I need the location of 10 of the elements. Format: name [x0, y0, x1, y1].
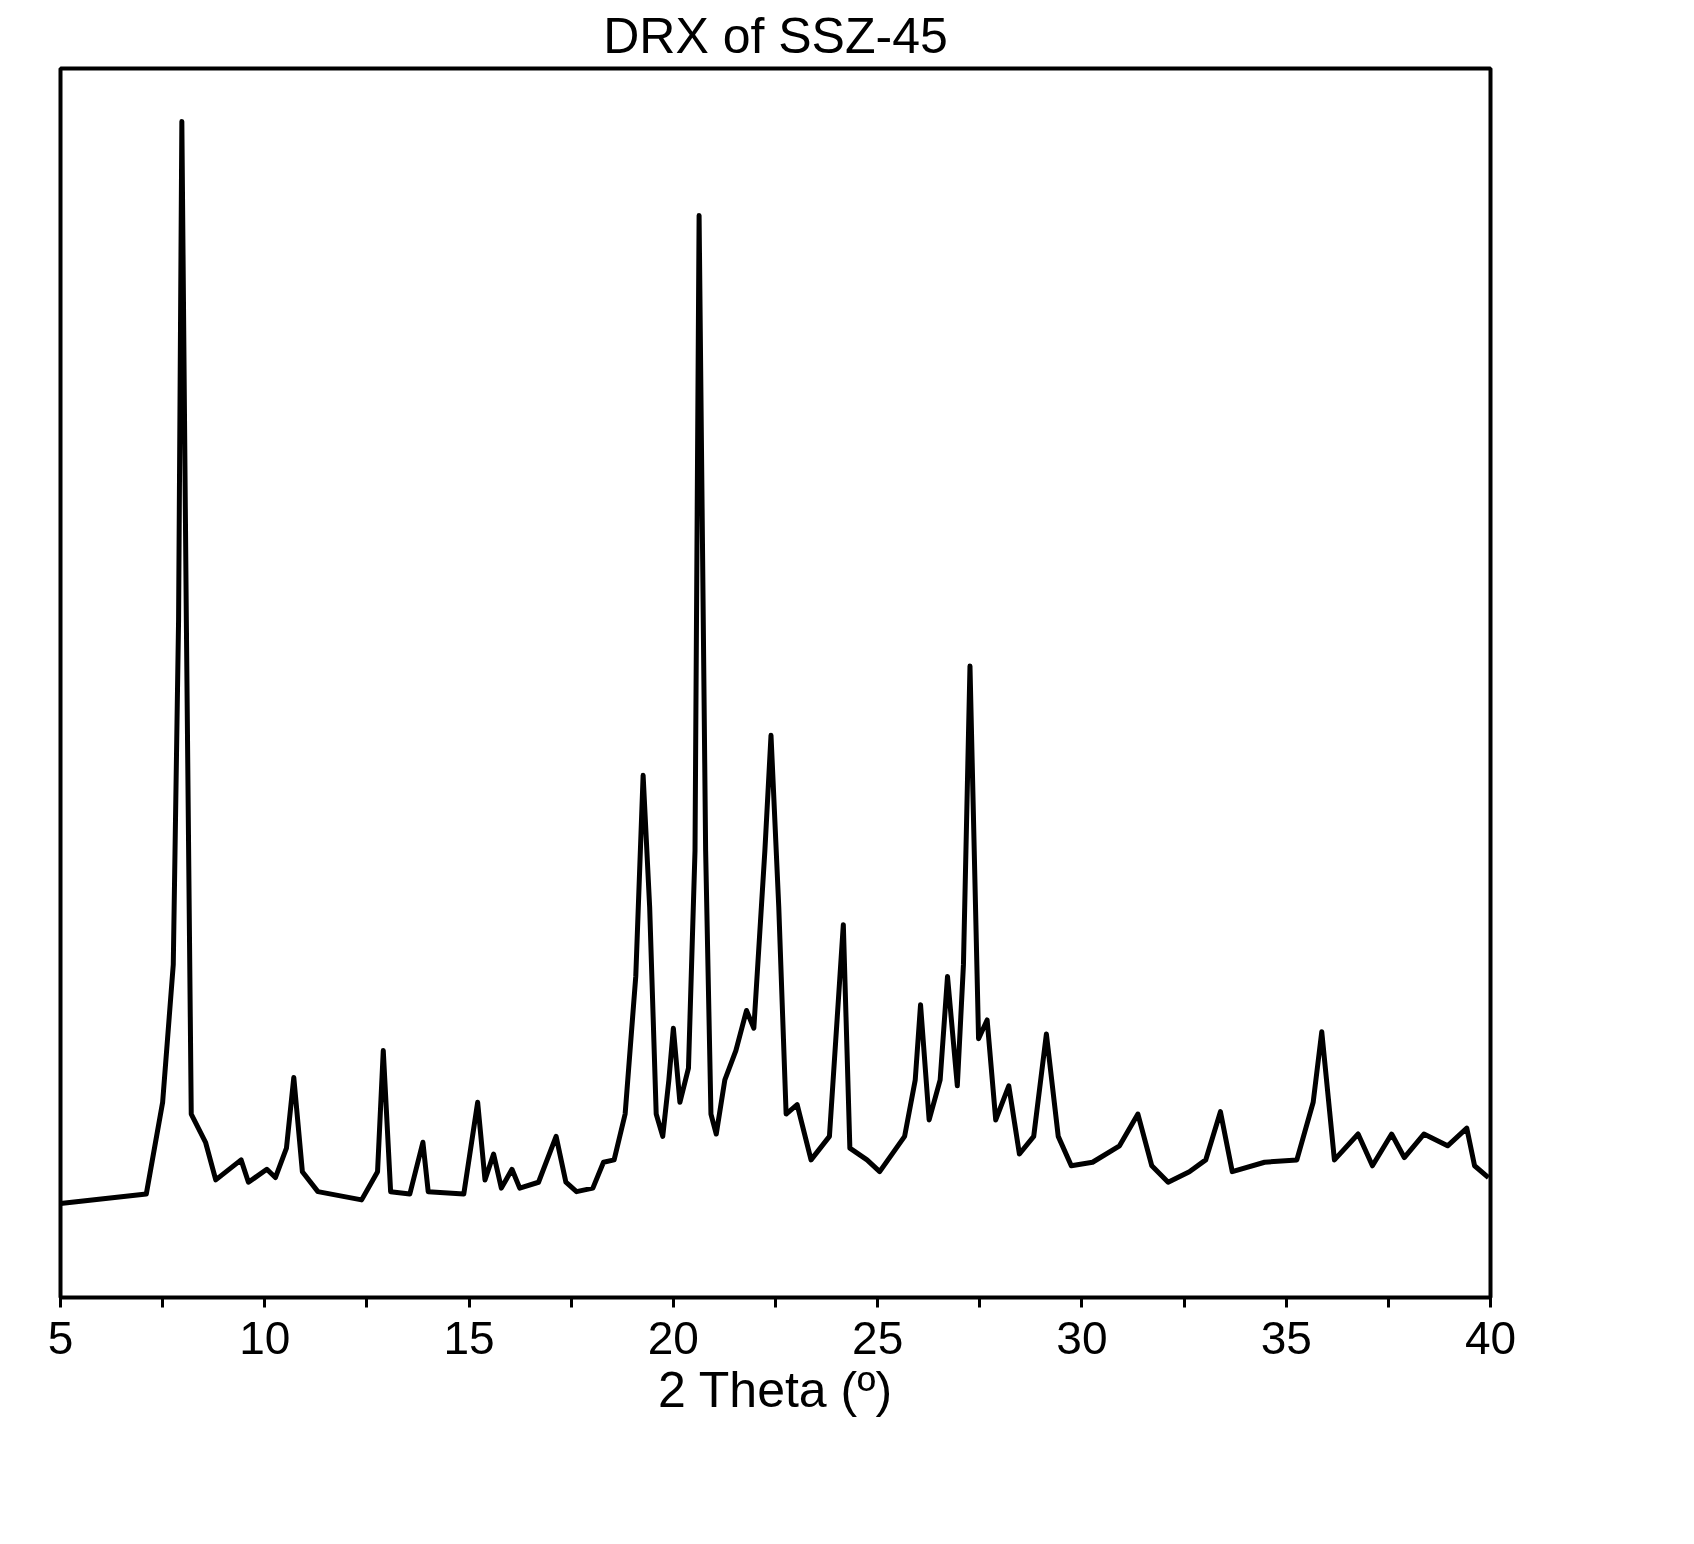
chart-title: DRX of SSZ-45: [603, 7, 948, 64]
x-tick-label: 40: [1464, 1311, 1517, 1364]
x-axis-title: 2 Theta (º): [658, 1361, 893, 1418]
x-tick-label: 15: [443, 1311, 495, 1364]
x-tick-label: 10: [239, 1311, 291, 1364]
x-tick-label: 35: [1260, 1311, 1312, 1364]
x-tick-label: 5: [47, 1311, 74, 1364]
x-tick-label: 20: [647, 1311, 699, 1364]
x-tick-label: 25: [852, 1311, 904, 1364]
x-tick-label: 30: [1056, 1311, 1108, 1364]
